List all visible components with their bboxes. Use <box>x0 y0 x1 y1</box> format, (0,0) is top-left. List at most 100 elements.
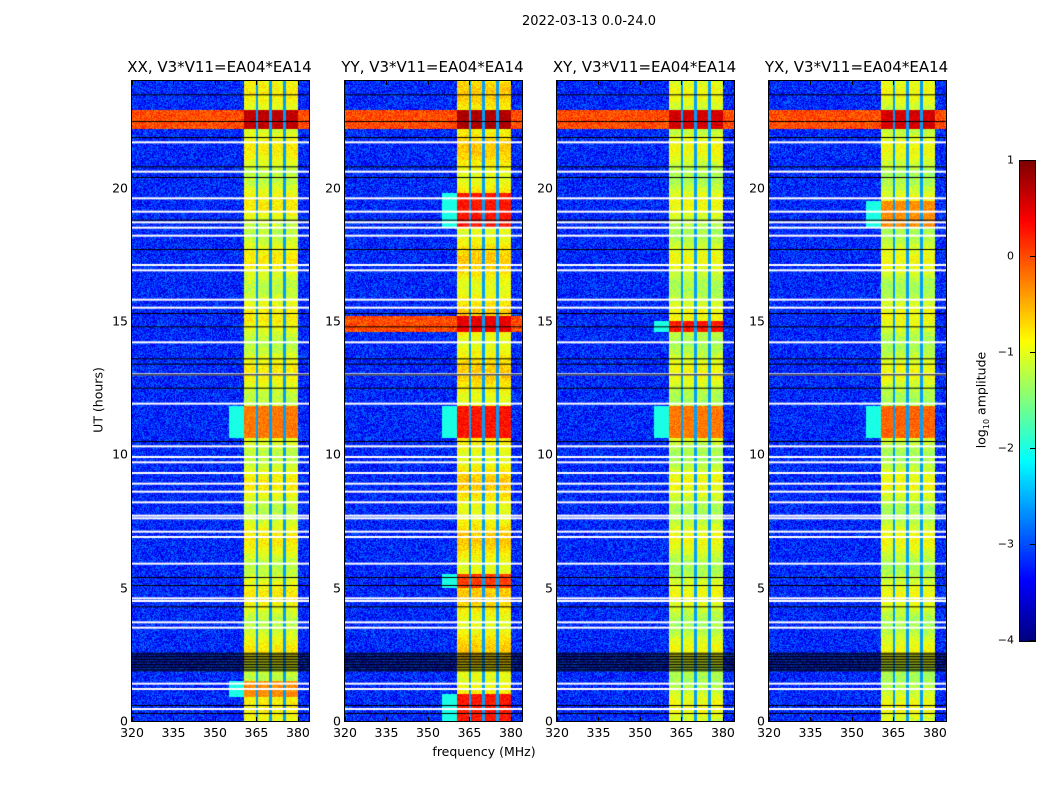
y-tick-label: 15 <box>112 313 128 329</box>
y-tick-label: 10 <box>537 446 553 462</box>
x-tick-mark <box>173 717 175 721</box>
figure-title: 2022-03-13 0.0-24.0 <box>522 14 656 29</box>
y-tick-label: 15 <box>537 313 553 329</box>
x-tick-mark <box>173 81 175 85</box>
x-tick-mark <box>557 81 558 85</box>
x-tick-label: 380 <box>286 725 310 740</box>
panel-title: YY, V3*V11=EA04*EA14 <box>341 58 524 76</box>
x-tick-mark <box>810 717 812 721</box>
colorbar-gradient <box>1020 161 1035 641</box>
colorbar-tick-label: −1 <box>997 345 1014 359</box>
x-tick-label: 320 <box>545 725 569 740</box>
x-tick-mark <box>427 717 429 721</box>
colorbar-tick-label: 0 <box>1007 249 1014 263</box>
x-tick-mark <box>297 717 299 721</box>
x-tick-mark <box>893 717 895 721</box>
x-tick-mark <box>132 717 133 721</box>
y-tick-label: 10 <box>112 446 128 462</box>
colorbar-tick-label: −2 <box>997 441 1014 455</box>
x-tick-mark <box>810 81 812 85</box>
colorbar-tick-mark <box>1030 160 1035 161</box>
x-tick-label: 335 <box>798 725 823 740</box>
colorbar-tick-label: −3 <box>997 537 1014 551</box>
x-tick-mark <box>769 81 770 85</box>
x-tick-label: 335 <box>161 725 186 740</box>
x-tick-mark <box>386 81 388 85</box>
y-tick-label: 20 <box>325 180 341 196</box>
x-tick-label: 320 <box>333 725 357 740</box>
x-tick-label: 320 <box>120 725 144 740</box>
x-tick-mark <box>345 717 346 721</box>
panel-title: XY, V3*V11=EA04*EA14 <box>552 58 737 76</box>
colorbar-tick-label: 1 <box>1007 153 1014 167</box>
x-tick-mark <box>510 81 512 85</box>
heatmap-panel <box>131 80 310 722</box>
x-tick-label: 350 <box>416 725 440 740</box>
x-tick-label: 365 <box>244 725 269 740</box>
x-tick-label: 350 <box>203 725 227 740</box>
y-tick-label: 15 <box>749 313 765 329</box>
x-tick-mark <box>722 717 724 721</box>
x-tick-mark <box>639 717 641 721</box>
x-tick-label: 335 <box>586 725 611 740</box>
x-tick-mark <box>256 81 258 85</box>
x-tick-mark <box>214 717 216 721</box>
x-tick-label: 380 <box>499 725 523 740</box>
y-tick-label: 10 <box>325 446 341 462</box>
x-tick-mark <box>639 81 641 85</box>
y-tick-label: 0 <box>333 713 341 729</box>
x-tick-mark <box>598 81 600 85</box>
y-tick-label: 20 <box>749 180 765 196</box>
x-tick-mark <box>557 717 558 721</box>
x-tick-mark <box>510 717 512 721</box>
x-tick-mark <box>769 717 770 721</box>
colorbar-tick-mark <box>1030 640 1035 641</box>
x-tick-mark <box>681 717 683 721</box>
x-tick-label: 320 <box>757 725 781 740</box>
x-tick-label: 380 <box>923 725 947 740</box>
x-tick-mark <box>427 81 429 85</box>
heatmap-panel <box>768 80 947 722</box>
y-tick-label: 5 <box>757 580 765 596</box>
panel-title: XX, V3*V11=EA04*EA14 <box>127 58 312 76</box>
colorbar-tick-mark <box>1030 448 1035 449</box>
y-tick-label: 10 <box>749 446 765 462</box>
y-tick-label: 0 <box>757 713 765 729</box>
x-tick-label: 365 <box>881 725 906 740</box>
y-tick-label: 20 <box>112 180 128 196</box>
x-tick-mark <box>297 81 299 85</box>
x-tick-mark <box>386 717 388 721</box>
x-tick-mark <box>132 81 133 85</box>
x-tick-mark <box>214 81 216 85</box>
y-tick-label: 20 <box>537 180 553 196</box>
heatmap-image <box>769 81 946 721</box>
x-tick-mark <box>851 81 853 85</box>
panel-title: YX, V3*V11=EA04*EA14 <box>764 58 949 76</box>
x-tick-label: 335 <box>374 725 399 740</box>
y-tick-label: 15 <box>325 313 341 329</box>
x-tick-mark <box>469 81 471 85</box>
y-tick-label: 5 <box>120 580 128 596</box>
x-axis-label: frequency (MHz) <box>432 744 536 759</box>
x-tick-mark <box>256 717 258 721</box>
y-tick-label: 5 <box>333 580 341 596</box>
x-tick-label: 380 <box>711 725 735 740</box>
colorbar <box>1019 160 1036 642</box>
colorbar-tick-mark <box>1030 352 1035 353</box>
x-tick-label: 365 <box>457 725 482 740</box>
x-tick-mark <box>934 81 936 85</box>
x-tick-label: 350 <box>628 725 652 740</box>
x-tick-mark <box>893 81 895 85</box>
x-tick-mark <box>681 81 683 85</box>
y-tick-label: 0 <box>120 713 128 729</box>
x-tick-mark <box>345 81 346 85</box>
x-tick-mark <box>722 81 724 85</box>
colorbar-tick-label: −4 <box>997 633 1014 647</box>
y-tick-label: 5 <box>545 580 553 596</box>
heatmap-panel <box>556 80 735 722</box>
x-tick-mark <box>598 717 600 721</box>
colorbar-tick-mark <box>1030 256 1035 257</box>
heatmap-image <box>557 81 734 721</box>
heatmap-image <box>345 81 522 721</box>
heatmap-panel <box>344 80 523 722</box>
